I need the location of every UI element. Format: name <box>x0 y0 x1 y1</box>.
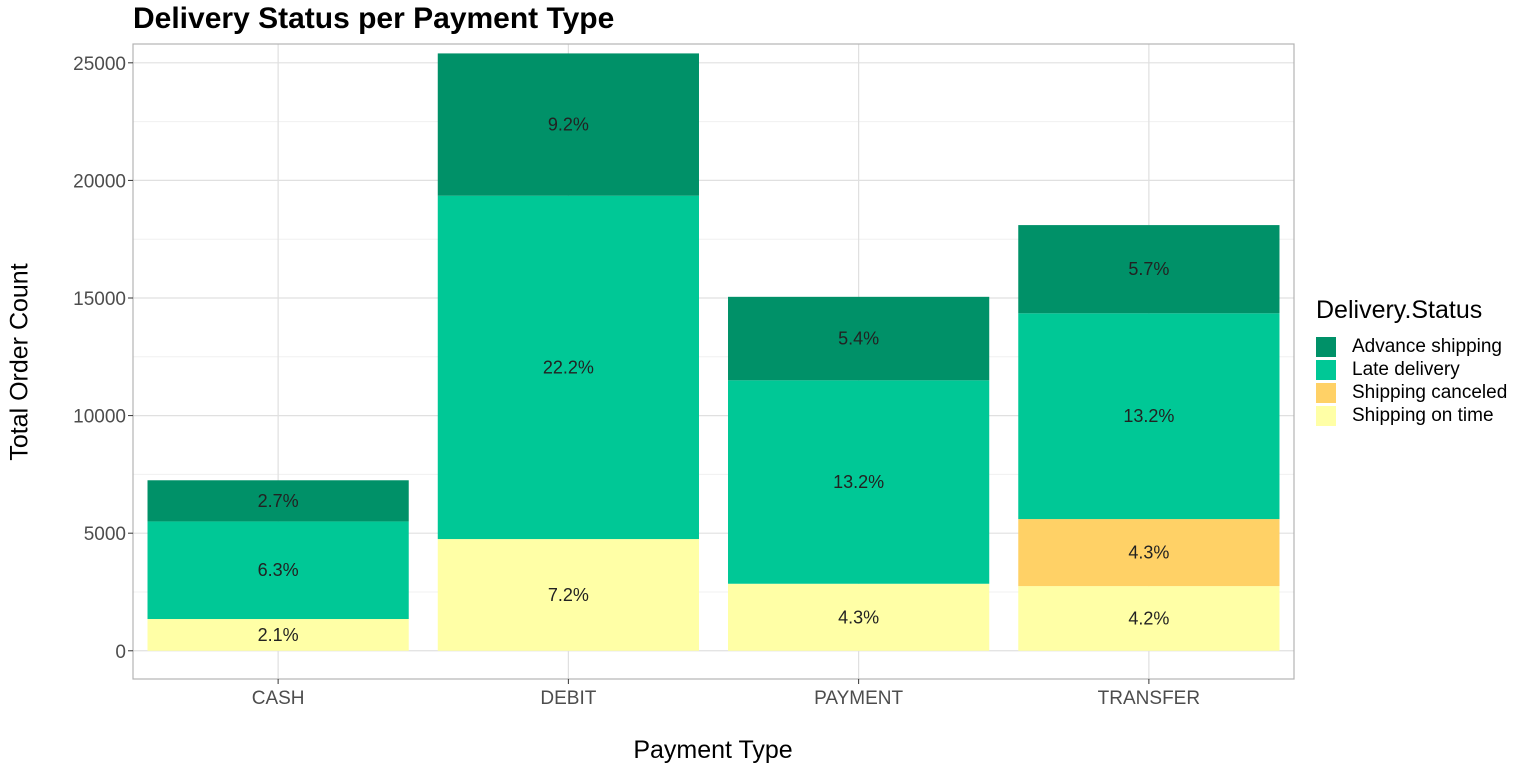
y-axis-title: Total Order Count <box>5 263 34 461</box>
data-label: 6.3% <box>258 560 299 580</box>
bar-segment <box>728 380 990 584</box>
bar-segment <box>728 583 990 651</box>
legend-item: Late delivery <box>1316 358 1507 381</box>
chart-title: Delivery Status per Payment Type <box>133 2 615 35</box>
legend-item: Shipping canceled <box>1316 381 1507 404</box>
bar-segment <box>1018 313 1280 520</box>
data-label: 9.2% <box>548 115 589 135</box>
legend-label: Late delivery <box>1352 358 1460 380</box>
y-tick-label: 15000 <box>73 289 126 310</box>
data-label: 13.2% <box>833 472 884 492</box>
legend-title: Delivery.Status <box>1316 296 1483 324</box>
bar-segment <box>1018 586 1280 651</box>
bar-segment <box>147 619 409 651</box>
data-label: 5.7% <box>1128 259 1169 279</box>
legend-items: Advance shipping Late delivery Shipping ca… <box>1316 335 1507 427</box>
bar-segment <box>147 521 409 620</box>
y-tick-label: 5000 <box>84 524 126 545</box>
bar-segment <box>728 296 990 381</box>
bar-segment <box>1018 519 1280 587</box>
bar-segment <box>1018 225 1280 314</box>
y-tick-label: 10000 <box>73 407 126 428</box>
legend-key <box>1316 382 1336 403</box>
bar-segment <box>147 480 409 522</box>
legend-label: Shipping on time <box>1352 404 1494 426</box>
data-label: 7.2% <box>548 585 589 605</box>
legend-key <box>1316 336 1336 357</box>
legend-label: Advance shipping <box>1352 335 1502 357</box>
x-axis-title: Payment Type <box>633 736 793 764</box>
x-tick-label: TRANSFER <box>1098 688 1200 709</box>
legend-label: Shipping canceled <box>1352 381 1508 403</box>
x-tick-label: DEBIT <box>540 688 596 709</box>
legend-item: Shipping on time <box>1316 404 1507 427</box>
legend-item: Advance shipping <box>1316 335 1507 358</box>
panel-border <box>132 43 1295 680</box>
data-label: 4.2% <box>1128 608 1169 628</box>
y-tick-label: 25000 <box>73 54 126 75</box>
y-tick-label: 0 <box>115 642 126 663</box>
data-label: 4.3% <box>838 607 879 627</box>
data-label: 2.7% <box>258 491 299 511</box>
data-label: 5.4% <box>838 329 879 349</box>
legend-key <box>1316 405 1336 426</box>
legend: Delivery.Status Advance shipping Late del… <box>1316 296 1507 427</box>
data-label: 4.3% <box>1128 543 1169 563</box>
bar-segment <box>437 53 699 196</box>
data-label: 13.2% <box>1123 406 1174 426</box>
data-label: 22.2% <box>543 357 594 377</box>
x-tick-label: CASH <box>252 688 305 709</box>
bar-segment <box>437 539 699 651</box>
bar-segment <box>437 195 699 540</box>
x-tick-label: PAYMENT <box>814 688 903 709</box>
y-tick-label: 20000 <box>73 171 126 192</box>
legend-key <box>1316 359 1336 380</box>
data-label: 2.1% <box>258 625 299 645</box>
